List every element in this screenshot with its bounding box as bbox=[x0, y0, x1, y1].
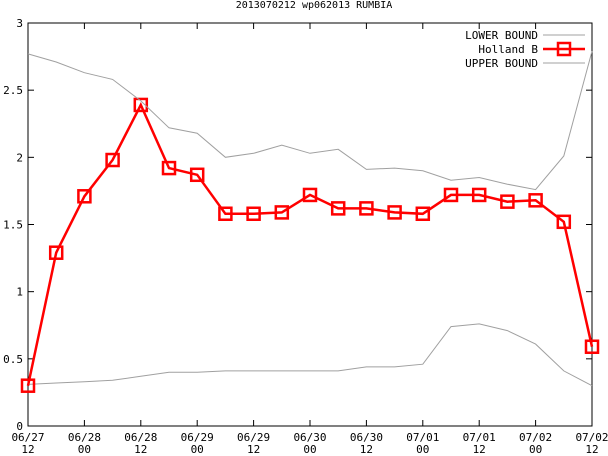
y-tick-label: 3 bbox=[16, 17, 23, 30]
x-tick-date-label: 06/28 bbox=[124, 431, 157, 444]
y-tick-label: 2.5 bbox=[3, 84, 23, 97]
x-tick-date-label: 06/30 bbox=[293, 431, 326, 444]
data-point-marker bbox=[443, 187, 459, 203]
legend-label: Holland B bbox=[478, 43, 538, 56]
x-tick-hour-label: 00 bbox=[78, 443, 91, 456]
data-point-marker bbox=[161, 160, 177, 176]
x-tick-date-label: 07/01 bbox=[463, 431, 496, 444]
axes: 00.511.522.5306/271206/280006/281206/290… bbox=[3, 17, 608, 456]
x-tick-date-label: 06/27 bbox=[11, 431, 44, 444]
data-point-marker bbox=[500, 194, 515, 209]
y-tick-label: 2 bbox=[16, 151, 23, 164]
data-point-marker bbox=[189, 167, 205, 183]
data-point-marker bbox=[359, 201, 374, 216]
data-point-marker bbox=[105, 152, 120, 168]
data-point-marker bbox=[218, 206, 233, 222]
legend-label: UPPER BOUND bbox=[465, 57, 538, 70]
x-tick-hour-label: 12 bbox=[247, 443, 260, 456]
x-tick-date-label: 06/28 bbox=[68, 431, 101, 444]
data-point-marker bbox=[584, 339, 600, 354]
series-line-2 bbox=[27, 51, 593, 191]
data-point-marker bbox=[387, 205, 402, 220]
series-line-0 bbox=[27, 323, 593, 387]
x-tick-date-label: 07/02 bbox=[575, 431, 608, 444]
x-tick-date-label: 07/01 bbox=[406, 431, 439, 444]
x-tick-hour-label: 12 bbox=[473, 443, 486, 456]
plot-frame bbox=[27, 22, 593, 427]
legend-label: LOWER BOUND bbox=[465, 29, 538, 42]
data-point-marker bbox=[330, 201, 346, 216]
data-point-marker bbox=[415, 206, 431, 222]
x-tick-hour-label: 12 bbox=[21, 443, 34, 456]
data-point-marker bbox=[20, 378, 36, 393]
data-point-marker bbox=[274, 205, 290, 220]
data-point-marker bbox=[246, 206, 261, 222]
y-tick-label: 1.5 bbox=[3, 219, 23, 232]
x-tick-hour-label: 12 bbox=[360, 443, 373, 456]
data-point-marker bbox=[302, 187, 318, 203]
x-tick-hour-label: 00 bbox=[529, 443, 542, 456]
y-tick-label: 1 bbox=[16, 286, 23, 299]
data-point-marker bbox=[471, 187, 487, 203]
data-point-marker bbox=[48, 245, 64, 260]
x-tick-date-label: 06/29 bbox=[237, 431, 270, 444]
data-point-marker bbox=[77, 189, 92, 204]
chart-title: 2013070212 wp062013 RUMBIA bbox=[236, 0, 393, 11]
x-tick-hour-label: 00 bbox=[416, 443, 429, 456]
x-tick-hour-label: 00 bbox=[191, 443, 204, 456]
x-tick-date-label: 06/29 bbox=[181, 431, 214, 444]
series-layer bbox=[20, 51, 600, 393]
y-tick-label: 0 bbox=[16, 420, 23, 433]
data-point-marker bbox=[528, 193, 543, 208]
x-tick-hour-label: 12 bbox=[134, 443, 147, 456]
x-tick-date-label: 06/30 bbox=[350, 431, 383, 444]
data-point-marker bbox=[556, 214, 572, 230]
x-tick-date-label: 07/02 bbox=[519, 431, 552, 444]
y-tick-label: 0.5 bbox=[3, 353, 23, 366]
series-line-1 bbox=[26, 102, 594, 386]
x-tick-hour-label: 12 bbox=[585, 443, 598, 456]
data-point-marker bbox=[133, 97, 149, 113]
x-tick-hour-label: 00 bbox=[303, 443, 316, 456]
legend-swatch-marker bbox=[556, 41, 572, 57]
